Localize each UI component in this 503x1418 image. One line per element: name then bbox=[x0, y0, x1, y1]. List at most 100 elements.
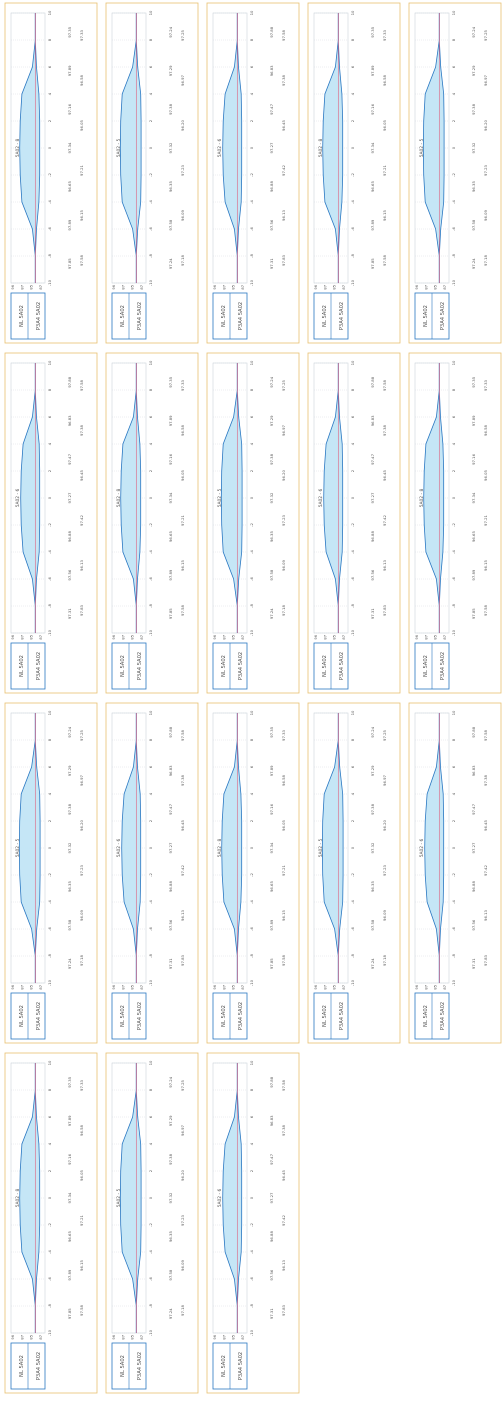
x-tick-label: 6 bbox=[148, 1115, 153, 1118]
x-tick-label: -8 bbox=[350, 604, 355, 608]
row2-value: 97.38 bbox=[79, 424, 84, 435]
chart-panel-5: NL 5A02 P3A4 5A02 -10 -8 -6 -4 -2 0 2 4 6 8 10 96 87 85… bbox=[4, 352, 98, 694]
chart-title: 5A02 - 6 bbox=[217, 139, 223, 158]
x-tick-label: -10 bbox=[148, 629, 153, 636]
row2-value: 96.15 bbox=[79, 209, 84, 220]
row2-value: 97.33 bbox=[382, 29, 387, 40]
x-tick-label: -2 bbox=[451, 523, 456, 527]
row2-value: 97.18 bbox=[281, 604, 286, 615]
row1-value: 97.56 bbox=[67, 569, 72, 580]
row1-value: 97.16 bbox=[269, 803, 274, 814]
x-tick-label: -2 bbox=[249, 873, 254, 877]
x-tick-label: 0 bbox=[451, 846, 456, 849]
chart-panel-13: NL 5A02 P3A4 5A02 -10 -8 -6 -4 -2 0 2 4 6 8 10 96 87 85… bbox=[307, 702, 401, 1044]
chart-title: 5A02 - 6 bbox=[318, 489, 324, 508]
x-tick-label: -8 bbox=[350, 954, 355, 958]
row1-value: 96.35 bbox=[168, 181, 173, 192]
row2-value: 96.13 bbox=[281, 1259, 286, 1270]
row1-value: 97.24 bbox=[168, 1076, 173, 1087]
x-tick-label: 6 bbox=[47, 765, 52, 768]
x-tick-label: 2 bbox=[47, 819, 52, 822]
row2-value: 97.58 bbox=[180, 729, 185, 740]
row1-value: 97.24 bbox=[168, 26, 173, 37]
row2-value: 97.18 bbox=[483, 254, 488, 265]
row1-value: 97.56 bbox=[269, 1269, 274, 1280]
row2-value: 97.23 bbox=[382, 864, 387, 875]
row1-value: 97.85 bbox=[471, 608, 476, 619]
lower-envelope bbox=[337, 13, 344, 283]
row2-value: 97.42 bbox=[79, 514, 84, 525]
x-tick-label: 0 bbox=[148, 496, 153, 499]
x-tick-label: 10 bbox=[148, 10, 153, 15]
x-tick-label: 4 bbox=[249, 92, 254, 95]
row-label: NL 5A02 bbox=[423, 305, 429, 327]
x-tick-label: 4 bbox=[47, 442, 52, 445]
x-tick-label: 8 bbox=[148, 738, 153, 741]
x-tick-label: -6 bbox=[350, 227, 355, 231]
x-tick-label: -2 bbox=[47, 1223, 52, 1227]
row1-value: 97.58 bbox=[269, 569, 274, 580]
row2-value: 96.05 bbox=[483, 469, 488, 480]
x-tick-label: 8 bbox=[249, 738, 254, 741]
row-label: NL 5A02 bbox=[19, 1355, 25, 1377]
chart-title: 5A02 - 8 bbox=[217, 839, 223, 858]
lower-envelope bbox=[135, 13, 142, 283]
row1-value: 97.89 bbox=[67, 1115, 72, 1126]
row2-value: 96.58 bbox=[180, 424, 185, 435]
row2-value: 96.20 bbox=[79, 819, 84, 830]
row2-value: 96.09 bbox=[180, 1259, 185, 1270]
chart-panel-1: NL 5A02 P3A4 5A02 -10 -8 -6 -4 -2 0 2 4 6 8 10 96 87 85… bbox=[105, 2, 199, 344]
chart-title: 5A02 - 6 bbox=[15, 489, 21, 508]
area-fill bbox=[222, 1063, 242, 1333]
y-tick-label: 87 bbox=[140, 285, 144, 290]
row1-value: 97.24 bbox=[471, 258, 476, 269]
row2-value: 97.33 bbox=[483, 379, 488, 390]
row2-value: 96.05 bbox=[180, 469, 185, 480]
row2-value: 97.18 bbox=[79, 954, 84, 965]
chart-panel-17: NL 5A02 P3A4 5A02 -10 -8 -6 -4 -2 0 2 4 6 8 10 96 87 85… bbox=[206, 1052, 300, 1394]
x-tick-label: -10 bbox=[249, 279, 254, 286]
chart-panel-14: NL 5A02 P3A4 5A02 -10 -8 -6 -4 -2 0 2 4 6 8 10 96 87 85… bbox=[408, 702, 502, 1044]
row1-value: 97.38 bbox=[67, 803, 72, 814]
lower-envelope bbox=[337, 713, 344, 983]
x-tick-label: -10 bbox=[249, 979, 254, 986]
y-tick-label: 85 bbox=[131, 635, 135, 640]
x-tick-label: -6 bbox=[350, 577, 355, 581]
row2-value: 96.45 bbox=[483, 819, 488, 830]
x-tick-label: -6 bbox=[249, 577, 254, 581]
x-tick-label: 2 bbox=[148, 119, 153, 122]
row1-value: 96.83 bbox=[168, 765, 173, 776]
x-tick-label: 2 bbox=[47, 1169, 52, 1172]
y-tick-label: 85 bbox=[30, 985, 34, 990]
y-tick-label: 87 bbox=[20, 635, 24, 640]
x-tick-label: -6 bbox=[47, 927, 52, 931]
row-label: NL 5A02 bbox=[120, 1005, 126, 1027]
row1-value: 97.32 bbox=[370, 842, 375, 853]
y-tick-label: 87 bbox=[39, 635, 43, 640]
x-tick-label: -4 bbox=[47, 900, 52, 904]
y-tick-label: 85 bbox=[434, 285, 438, 290]
x-tick-label: -8 bbox=[249, 254, 254, 258]
x-tick-label: 0 bbox=[451, 146, 456, 149]
y-tick-label: 87 bbox=[39, 1335, 43, 1340]
x-tick-label: -4 bbox=[148, 200, 153, 204]
y-tick-label: 85 bbox=[30, 1335, 34, 1340]
area-fill bbox=[322, 13, 343, 283]
row1-value: 97.27 bbox=[168, 842, 173, 853]
row2-value: 96.97 bbox=[79, 774, 84, 785]
y-tick-label: 96 bbox=[314, 284, 318, 289]
upper-envelope bbox=[119, 13, 137, 283]
chart-title: 5A02 - 8 bbox=[419, 489, 425, 508]
y-tick-label: 85 bbox=[131, 985, 135, 990]
y-tick-label: 85 bbox=[434, 985, 438, 990]
row2-value: 97.38 bbox=[281, 74, 286, 85]
x-tick-label: -4 bbox=[249, 200, 254, 204]
row-label: P3A4 5A02 bbox=[339, 1002, 345, 1030]
row2-value: 97.33 bbox=[79, 29, 84, 40]
row1-value: 97.35 bbox=[370, 26, 375, 37]
x-tick-label: -4 bbox=[451, 200, 456, 204]
y-tick-label: 85 bbox=[30, 635, 34, 640]
row2-value: 96.05 bbox=[281, 819, 286, 830]
row2-value: 97.25 bbox=[382, 729, 387, 740]
